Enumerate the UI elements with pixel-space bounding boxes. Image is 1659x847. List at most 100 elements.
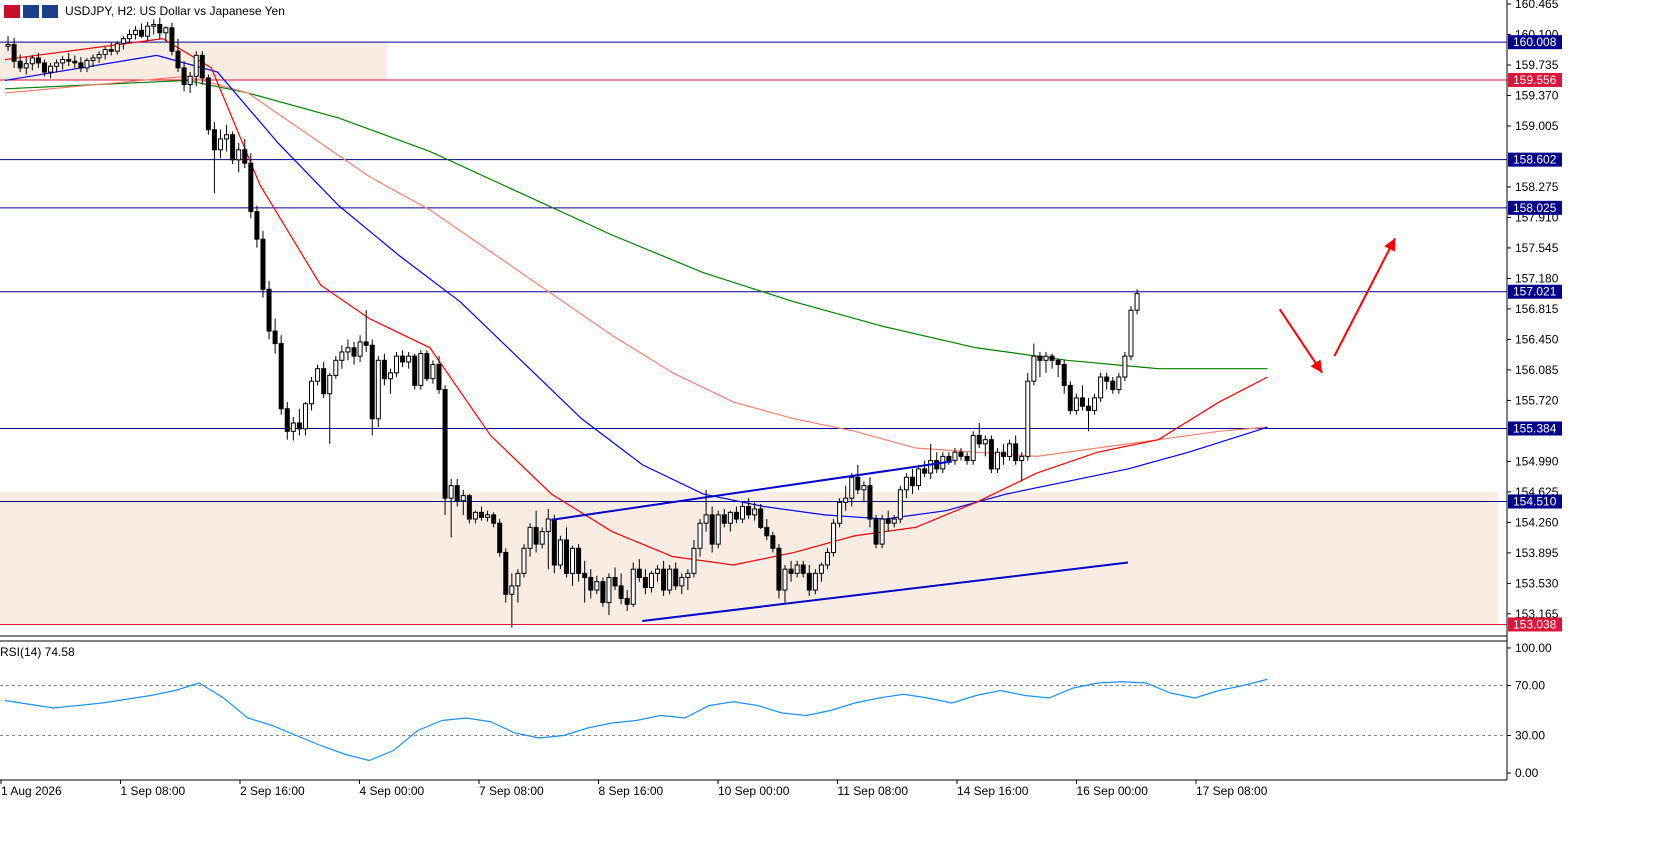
candle[interactable] xyxy=(806,572,812,591)
channel-line[interactable] xyxy=(551,460,953,521)
candle[interactable] xyxy=(903,476,909,491)
candle[interactable] xyxy=(406,355,412,363)
candle[interactable] xyxy=(454,485,460,502)
candle[interactable] xyxy=(23,63,29,69)
candle[interactable] xyxy=(988,439,994,470)
candle[interactable] xyxy=(655,568,661,574)
candle[interactable] xyxy=(661,568,667,591)
candle[interactable] xyxy=(472,511,478,520)
candle[interactable] xyxy=(224,134,230,140)
candle[interactable] xyxy=(1073,397,1079,411)
candle[interactable] xyxy=(327,374,333,395)
candle[interactable] xyxy=(642,577,648,589)
candle[interactable] xyxy=(236,149,242,161)
channel-line[interactable] xyxy=(642,561,1129,622)
candle[interactable] xyxy=(685,572,691,579)
candle[interactable] xyxy=(831,522,837,553)
candle[interactable] xyxy=(230,134,236,161)
candle[interactable] xyxy=(66,59,72,62)
candle[interactable] xyxy=(630,568,636,605)
candle[interactable] xyxy=(309,380,315,405)
candle[interactable] xyxy=(551,518,557,566)
candle[interactable] xyxy=(333,359,339,376)
candle[interactable] xyxy=(855,476,861,491)
candle[interactable] xyxy=(363,341,369,346)
candle[interactable] xyxy=(60,59,66,64)
candle[interactable] xyxy=(1013,443,1019,462)
candle[interactable] xyxy=(78,62,84,69)
candle[interactable] xyxy=(5,44,11,47)
candle[interactable] xyxy=(788,568,794,574)
candle[interactable] xyxy=(515,572,521,587)
candle[interactable] xyxy=(460,495,466,502)
candle[interactable] xyxy=(679,577,685,587)
candle[interactable] xyxy=(503,551,509,595)
candle[interactable] xyxy=(199,54,205,79)
chart-type-icon[interactable] xyxy=(4,4,20,18)
candle[interactable] xyxy=(812,572,818,591)
candle[interactable] xyxy=(545,518,551,533)
candle[interactable] xyxy=(478,511,484,518)
candle[interactable] xyxy=(740,506,746,520)
candle[interactable] xyxy=(1001,451,1007,457)
candle[interactable] xyxy=(1007,443,1013,457)
candle[interactable] xyxy=(873,518,879,545)
candle[interactable] xyxy=(909,476,915,487)
candle[interactable] xyxy=(1128,309,1134,357)
candle[interactable] xyxy=(600,581,606,604)
candle[interactable] xyxy=(126,33,132,40)
candle[interactable] xyxy=(430,363,436,380)
candle[interactable] xyxy=(1098,376,1104,399)
candle[interactable] xyxy=(733,511,739,520)
direction-arrow[interactable] xyxy=(1278,308,1324,374)
candle[interactable] xyxy=(570,547,576,574)
candle[interactable] xyxy=(400,355,406,363)
candle[interactable] xyxy=(296,422,302,430)
candle[interactable] xyxy=(72,60,78,64)
candle[interactable] xyxy=(181,67,187,86)
candle[interactable] xyxy=(139,29,145,37)
candle[interactable] xyxy=(946,455,952,462)
candle[interactable] xyxy=(321,368,327,395)
candle[interactable] xyxy=(648,572,654,589)
candle[interactable] xyxy=(527,526,533,549)
candle[interactable] xyxy=(315,368,321,382)
candle[interactable] xyxy=(1037,355,1043,361)
candle[interactable] xyxy=(302,403,308,430)
candle[interactable] xyxy=(715,514,721,545)
candle[interactable] xyxy=(157,23,163,34)
direction-arrow[interactable] xyxy=(1333,237,1396,357)
candle[interactable] xyxy=(533,526,539,545)
candle[interactable] xyxy=(958,451,964,457)
candle[interactable] xyxy=(29,57,35,65)
candle[interactable] xyxy=(824,551,830,566)
candle[interactable] xyxy=(369,344,375,420)
candle[interactable] xyxy=(248,162,254,213)
candle[interactable] xyxy=(618,585,624,599)
candle[interactable] xyxy=(582,572,588,579)
candle[interactable] xyxy=(976,434,982,445)
candle[interactable] xyxy=(1134,292,1140,311)
candle[interactable] xyxy=(151,23,157,27)
candle[interactable] xyxy=(418,353,424,386)
candle[interactable] xyxy=(242,149,248,164)
candle[interactable] xyxy=(448,485,454,499)
candle[interactable] xyxy=(673,568,679,587)
candle[interactable] xyxy=(758,508,764,528)
candle[interactable] xyxy=(964,455,970,462)
candle[interactable] xyxy=(266,288,272,332)
candle[interactable] xyxy=(254,211,260,240)
candle[interactable] xyxy=(90,57,96,61)
candle[interactable] xyxy=(1031,355,1037,382)
candle[interactable] xyxy=(108,49,114,52)
bar-chart-icon[interactable] xyxy=(23,4,39,18)
candle[interactable] xyxy=(1085,405,1091,411)
candle[interactable] xyxy=(54,62,60,67)
candle[interactable] xyxy=(576,547,582,574)
candle[interactable] xyxy=(1049,355,1055,361)
candle[interactable] xyxy=(691,547,697,574)
candle[interactable] xyxy=(588,577,594,591)
candle[interactable] xyxy=(339,351,345,361)
